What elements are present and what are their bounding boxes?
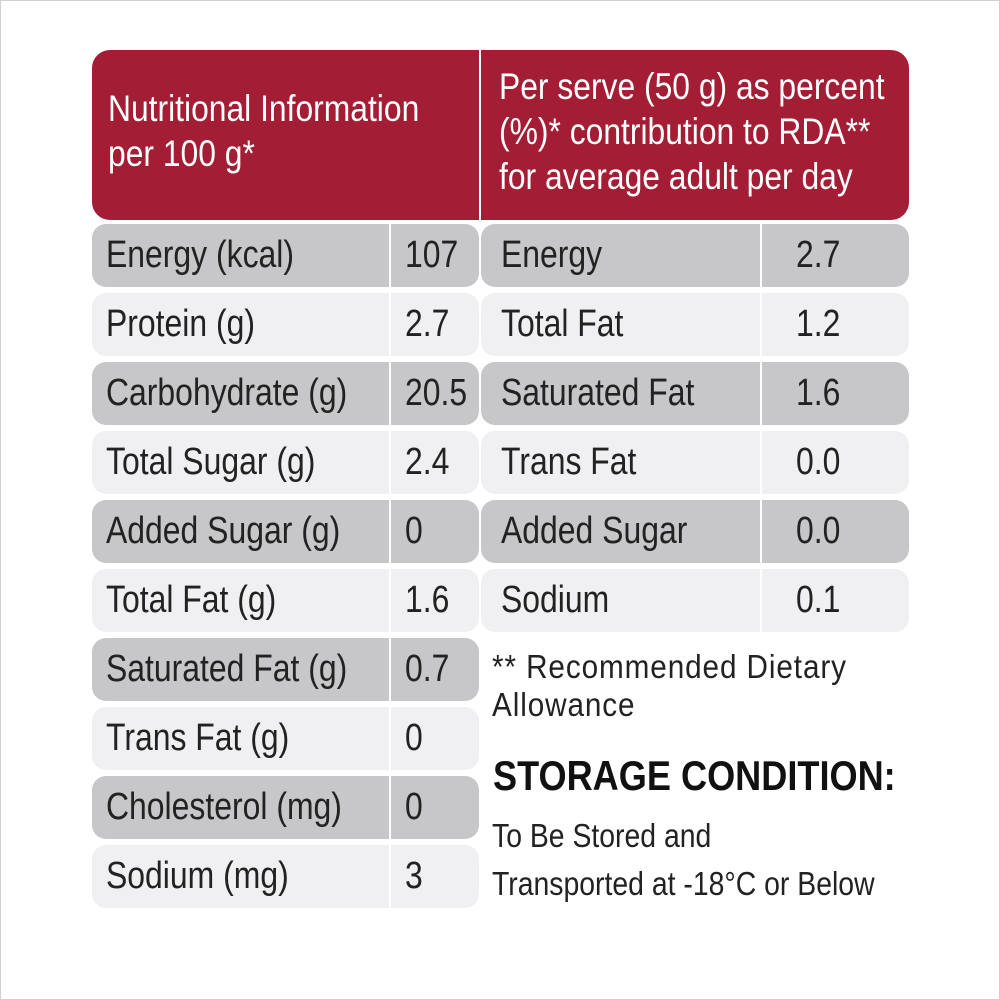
rda-row: Energy 2.7 [481, 224, 909, 287]
nutrient-value: 1.6 [405, 579, 450, 621]
nutrient-value: 0 [405, 786, 423, 828]
nutrient-label: Carbohydrate (g) [106, 372, 348, 414]
storage-title: STORAGE CONDITION: [493, 752, 896, 799]
rda-row: Saturated Fat 1.6 [481, 362, 909, 425]
column-divider [389, 431, 391, 494]
nutrient-row: Energy (kcal) 107 [92, 224, 479, 287]
nutrient-row: Carbohydrate (g) 20.5 [92, 362, 479, 425]
rda-header-line: (%)* contribution to RDA** [499, 111, 871, 152]
rda-value: 1.2 [796, 303, 841, 345]
rda-value: 0.1 [796, 579, 841, 621]
nutrient-value: 2.7 [405, 303, 450, 345]
nutrient-label: Added Sugar (g) [106, 510, 341, 552]
nutrient-value: 107 [405, 234, 459, 276]
rda-header: Per serve (50 g) as percent (%)* contrib… [481, 50, 909, 220]
column-divider [389, 362, 391, 425]
nutrient-value: 3 [405, 855, 423, 897]
rda-value: 0.0 [796, 441, 841, 483]
rda-row: Trans Fat 0.0 [481, 431, 909, 494]
rda-label: Total Fat [501, 303, 624, 345]
column-divider [389, 224, 391, 287]
nutrient-value: 0 [405, 510, 423, 552]
storage-line: Transported at -18°C or Below [492, 865, 875, 902]
storage-line: To Be Stored and [492, 817, 712, 854]
rda-value: 1.6 [796, 372, 841, 414]
nutrition-header-line: per 100 g* [108, 133, 255, 174]
nutrient-value: 2.4 [405, 441, 450, 483]
nutrient-row: Sodium (mg) 3 [92, 845, 479, 908]
rda-footnote-line: Allowance [492, 686, 636, 723]
nutrient-row: Protein (g) 2.7 [92, 293, 479, 356]
rda-value: 0.0 [796, 510, 841, 552]
nutrient-row: Trans Fat (g) 0 [92, 707, 479, 770]
nutrient-row: Cholesterol (mg) 0 [92, 776, 479, 839]
rda-header-line: for average adult per day [499, 156, 853, 197]
column-divider [389, 845, 391, 908]
column-divider [389, 707, 391, 770]
rda-label: Energy [501, 234, 603, 276]
nutrient-row: Total Sugar (g) 2.4 [92, 431, 479, 494]
nutrition-header: Nutritional Information per 100 g* [92, 50, 479, 220]
nutrient-label: Total Fat (g) [106, 579, 277, 621]
column-divider [389, 569, 391, 632]
nutrition-header-line: Nutritional Information [108, 88, 420, 129]
nutrient-label: Trans Fat (g) [106, 717, 290, 759]
rda-label: Saturated Fat [501, 372, 695, 414]
column-divider [760, 224, 762, 287]
nutrient-row: Saturated Fat (g) 0.7 [92, 638, 479, 701]
column-divider [760, 362, 762, 425]
column-divider [760, 431, 762, 494]
nutrient-label: Saturated Fat (g) [106, 648, 348, 690]
nutrient-row: Total Fat (g) 1.6 [92, 569, 479, 632]
rda-label: Trans Fat [501, 441, 637, 483]
nutrition-header-text: Nutritional Information per 100 g* [108, 86, 419, 176]
nutrient-label: Cholesterol (mg) [106, 786, 342, 828]
rda-row: Added Sugar 0.0 [481, 500, 909, 563]
rda-header-line: Per serve (50 g) as percent [499, 66, 885, 107]
rda-footnote: ** Recommended Dietary Allowance [492, 648, 870, 724]
column-divider [760, 500, 762, 563]
nutrient-value: 20.5 [405, 372, 468, 414]
column-divider [389, 776, 391, 839]
column-divider [760, 569, 762, 632]
column-divider [389, 293, 391, 356]
column-divider [389, 638, 391, 701]
nutrient-label: Sodium (mg) [106, 855, 289, 897]
nutrient-value: 0.7 [405, 648, 450, 690]
column-divider [760, 293, 762, 356]
nutrient-label: Protein (g) [106, 303, 256, 345]
column-divider [389, 500, 391, 563]
rda-label: Added Sugar [501, 510, 688, 552]
storage-text: To Be Stored and Transported at -18°C or… [492, 812, 875, 908]
rda-value: 2.7 [796, 234, 841, 276]
nutrient-label: Total Sugar (g) [106, 441, 316, 483]
rda-row: Total Fat 1.2 [481, 293, 909, 356]
rda-row: Sodium 0.1 [481, 569, 909, 632]
rda-label: Sodium [501, 579, 610, 621]
rda-header-text: Per serve (50 g) as percent (%)* contrib… [499, 64, 885, 199]
rda-footnote-line: ** Recommended Dietary [492, 648, 847, 685]
nutrient-label: Energy (kcal) [106, 234, 295, 276]
nutrient-row: Added Sugar (g) 0 [92, 500, 479, 563]
nutrient-value: 0 [405, 717, 423, 759]
